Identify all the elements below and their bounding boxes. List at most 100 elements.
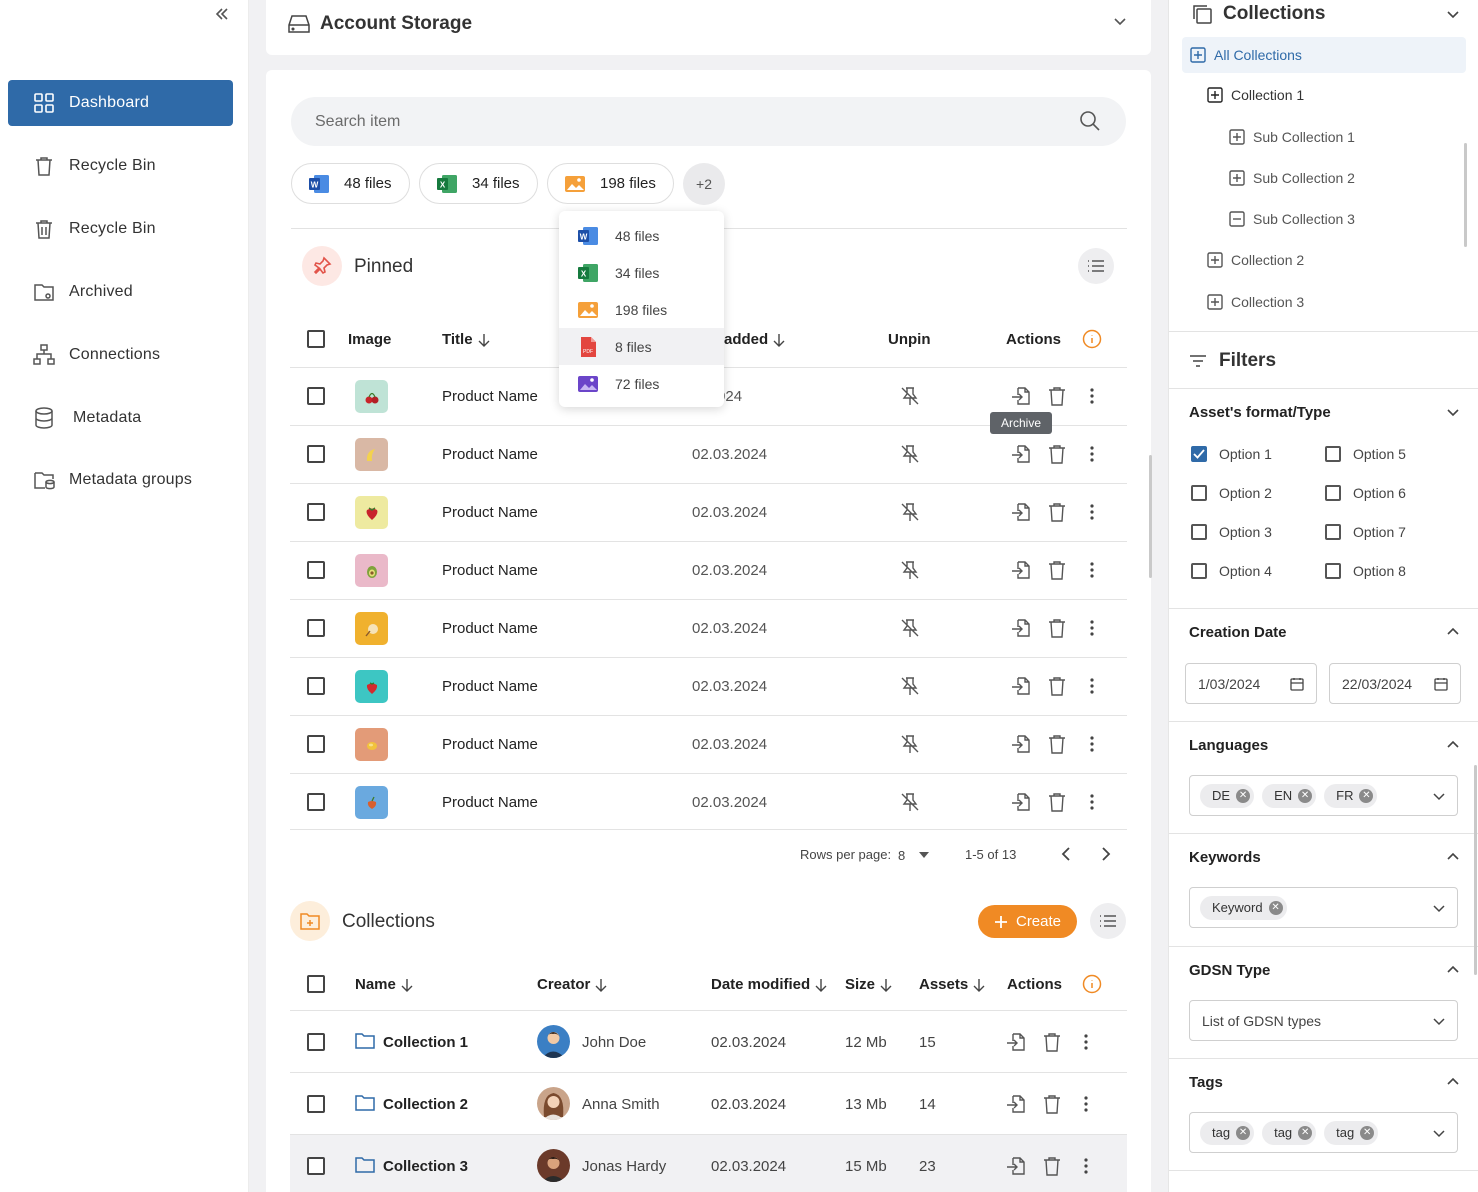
rows-per-page-select[interactable]: 8 — [898, 845, 938, 865]
more-vertical-icon[interactable] — [1081, 733, 1103, 755]
delete-icon[interactable] — [1046, 385, 1068, 407]
more-vertical-icon[interactable] — [1081, 443, 1103, 465]
product-title[interactable]: Product Name — [442, 388, 538, 405]
option-7-checkbox[interactable]: Option 7 — [1325, 524, 1406, 540]
delete-icon[interactable] — [1041, 1031, 1063, 1053]
chevron-down-icon[interactable] — [1444, 403, 1462, 421]
remove-tag-icon[interactable]: ✕ — [1236, 1125, 1251, 1140]
row-checkbox[interactable] — [307, 735, 325, 753]
remove-tag-icon[interactable]: ✕ — [1268, 900, 1283, 915]
product-title[interactable]: Product Name — [442, 794, 538, 811]
archive-move-icon[interactable] — [1010, 385, 1032, 407]
product-title[interactable]: Product Name — [442, 446, 538, 463]
panel-scrollbar[interactable] — [1474, 765, 1477, 975]
delete-icon[interactable] — [1046, 501, 1068, 523]
more-vertical-icon[interactable] — [1081, 617, 1103, 639]
row-checkbox[interactable] — [307, 677, 325, 695]
column-header-date-added[interactable]: added — [724, 331, 785, 348]
option-3-checkbox[interactable]: Option 3 — [1191, 524, 1272, 540]
option-6-checkbox[interactable]: Option 6 — [1325, 485, 1406, 501]
sidebar-item-connections[interactable]: Connections — [8, 332, 233, 378]
chip-image-files[interactable]: 198 files — [547, 163, 674, 204]
unpin-icon[interactable] — [899, 443, 921, 465]
languages-select[interactable]: DE ✕ EN ✕ FR ✕ — [1189, 775, 1458, 816]
sidebar-item-metadata[interactable]: Metadata — [8, 395, 233, 441]
delete-icon[interactable] — [1046, 733, 1068, 755]
sidebar-item-recycle-bin-2[interactable]: Recycle Bin — [8, 206, 233, 252]
column-header-size[interactable]: Size — [845, 976, 892, 993]
sidebar-item-recycle-bin[interactable]: Recycle Bin — [8, 143, 233, 189]
archive-move-icon[interactable] — [1005, 1155, 1027, 1177]
dropdown-item-excel[interactable]: X 34 files — [559, 254, 724, 291]
remove-tag-icon[interactable]: ✕ — [1360, 1125, 1375, 1140]
option-2-checkbox[interactable]: Option 2 — [1191, 485, 1272, 501]
chevron-right-icon[interactable] — [1098, 845, 1114, 863]
option-4-checkbox[interactable]: Option 4 — [1191, 563, 1272, 579]
keywords-select[interactable]: Keyword ✕ — [1189, 887, 1458, 928]
product-title[interactable]: Product Name — [442, 562, 538, 579]
more-chips-button[interactable]: +2 — [683, 163, 725, 205]
delete-icon[interactable] — [1046, 443, 1068, 465]
chevron-left-icon[interactable] — [1058, 845, 1074, 863]
tree-item-all-collections[interactable]: All Collections — [1182, 37, 1466, 73]
delete-icon[interactable] — [1046, 559, 1068, 581]
row-checkbox[interactable] — [307, 1095, 325, 1113]
row-checkbox[interactable] — [307, 387, 325, 405]
select-all-checkbox[interactable] — [307, 330, 325, 348]
collection-name[interactable]: Collection 1 — [383, 1034, 469, 1051]
column-header-assets[interactable]: Assets — [919, 976, 985, 993]
more-vertical-icon[interactable] — [1075, 1031, 1097, 1053]
gdsn-type-select[interactable]: List of GDSN types — [1189, 1000, 1458, 1041]
row-checkbox[interactable] — [307, 619, 325, 637]
sidebar-item-metadata-groups[interactable]: Metadata groups — [8, 457, 233, 503]
info-icon[interactable] — [1082, 329, 1102, 349]
row-checkbox[interactable] — [307, 793, 325, 811]
option-1-checkbox[interactable]: Option 1 — [1191, 446, 1272, 462]
tree-scrollbar[interactable] — [1464, 143, 1467, 247]
archive-move-icon[interactable] — [1010, 617, 1032, 639]
chevron-up-icon[interactable] — [1444, 961, 1462, 979]
column-header-name[interactable]: Name — [355, 976, 413, 993]
archive-move-icon[interactable] — [1005, 1093, 1027, 1115]
delete-icon[interactable] — [1046, 617, 1068, 639]
chevron-up-icon[interactable] — [1444, 623, 1462, 641]
list-view-icon[interactable] — [1090, 903, 1126, 939]
delete-icon[interactable] — [1046, 791, 1068, 813]
dropdown-item-photo[interactable]: 72 files — [559, 365, 724, 402]
unpin-icon[interactable] — [899, 501, 921, 523]
tags-select[interactable]: tag ✕ tag ✕ tag ✕ — [1189, 1112, 1458, 1153]
remove-tag-icon[interactable]: ✕ — [1359, 788, 1374, 803]
dropdown-item-word[interactable]: W 48 files — [559, 217, 724, 254]
archive-move-icon[interactable] — [1010, 791, 1032, 813]
column-header-creator[interactable]: Creator — [537, 976, 607, 993]
tree-item-sub-collection-1[interactable]: Sub Collection 1 — [1229, 129, 1355, 145]
row-checkbox[interactable] — [307, 503, 325, 521]
archive-move-icon[interactable] — [1010, 675, 1032, 697]
row-checkbox[interactable] — [307, 1157, 325, 1175]
create-collection-button[interactable]: Create — [978, 905, 1077, 938]
more-vertical-icon[interactable] — [1081, 385, 1103, 407]
chevron-down-icon[interactable] — [1111, 12, 1129, 30]
more-vertical-icon[interactable] — [1081, 791, 1103, 813]
remove-tag-icon[interactable]: ✕ — [1298, 1125, 1313, 1140]
date-from-input[interactable]: 1/03/2024 — [1185, 663, 1317, 704]
tree-item-collection-3[interactable]: Collection 3 — [1207, 294, 1304, 310]
remove-tag-icon[interactable]: ✕ — [1298, 788, 1313, 803]
collection-name[interactable]: Collection 2 — [383, 1096, 469, 1113]
tree-item-collection-1[interactable]: Collection 1 — [1207, 87, 1304, 103]
unpin-icon[interactable] — [899, 559, 921, 581]
unpin-icon[interactable] — [899, 675, 921, 697]
column-header-date-modified[interactable]: Date modified — [711, 976, 827, 993]
more-vertical-icon[interactable] — [1081, 559, 1103, 581]
tree-item-sub-collection-3[interactable]: Sub Collection 3 — [1229, 211, 1355, 227]
more-vertical-icon[interactable] — [1075, 1093, 1097, 1115]
delete-icon[interactable] — [1046, 675, 1068, 697]
more-vertical-icon[interactable] — [1081, 501, 1103, 523]
more-vertical-icon[interactable] — [1075, 1155, 1097, 1177]
product-title[interactable]: Product Name — [442, 678, 538, 695]
sidebar-item-archived[interactable]: Archived — [8, 269, 233, 315]
collection-name[interactable]: Collection 3 — [383, 1158, 469, 1175]
account-storage-card[interactable]: Account Storage — [266, 0, 1151, 55]
tree-item-sub-collection-2[interactable]: Sub Collection 2 — [1229, 170, 1355, 186]
unpin-icon[interactable] — [899, 791, 921, 813]
